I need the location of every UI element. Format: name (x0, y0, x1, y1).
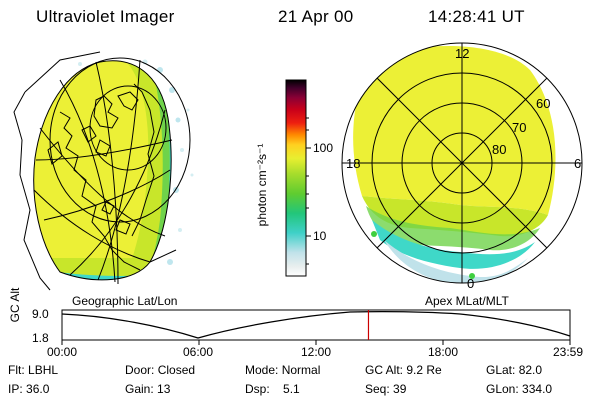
status-mode: Mode: Normal (245, 363, 321, 377)
status-door: Door: Closed (125, 363, 196, 377)
altitude-ylabel: GC Alt (8, 287, 22, 323)
colorbar-tick-100: 100 (313, 141, 334, 155)
status-glon: GLon: 334.0 (486, 382, 553, 396)
status-glat: GLat: 82.0 (486, 363, 543, 377)
polar-grid (341, 42, 583, 284)
status-seq: Seq: 39 (365, 382, 407, 396)
status-flt: Flt: LBHL (8, 363, 59, 377)
status-dsp: Dsp: 5.1 (245, 382, 300, 396)
altitude-curve (61, 311, 571, 339)
mlt-label-6: 6 (574, 156, 582, 171)
mlat-label-80: 80 (492, 142, 507, 157)
status-ip: IP: 36.0 (8, 382, 50, 396)
coastlines (47, 83, 155, 271)
colorbar-tick-10: 10 (313, 229, 327, 243)
mlat-label-60: 60 (536, 96, 551, 111)
mlt-label-18: 18 (346, 156, 361, 171)
geographic-map (13, 51, 194, 291)
mlat-label-70: 70 (512, 120, 527, 135)
mlt-label-12: 12 (455, 46, 470, 61)
right-map-caption: Apex MLat/MLT (425, 294, 509, 308)
altitude-ytick-bottom: 1.8 (32, 331, 49, 345)
mlt-label-0: 0 (467, 276, 475, 291)
colorbar-unit-label: photon cm⁻²s⁻¹ (255, 143, 269, 227)
status-gain: Gain: 13 (125, 382, 171, 396)
projection-frame (13, 51, 177, 291)
altitude-ytick-top: 9.0 (32, 307, 49, 321)
altitude-xtick-3: 18:00 (428, 345, 459, 359)
altitude-plot (61, 309, 571, 345)
header-time: 14:28:41 UT (428, 7, 525, 26)
altitude-xtick-1: 06:00 (183, 345, 214, 359)
header-date: 21 Apr 00 (278, 7, 354, 26)
left-map-caption: Geographic Lat/Lon (72, 294, 178, 308)
app-title: Ultraviolet Imager (36, 7, 175, 26)
geo-grid (33, 57, 191, 285)
altitude-xtick-4: 23:59 (553, 345, 584, 359)
polar-map (341, 42, 583, 284)
altitude-xtick-2: 12:00 (301, 345, 332, 359)
status-gc-alt: GC Alt: 9.2 Re (365, 363, 442, 377)
colorbar (285, 79, 311, 277)
altitude-xtick-0: 00:00 (47, 345, 78, 359)
